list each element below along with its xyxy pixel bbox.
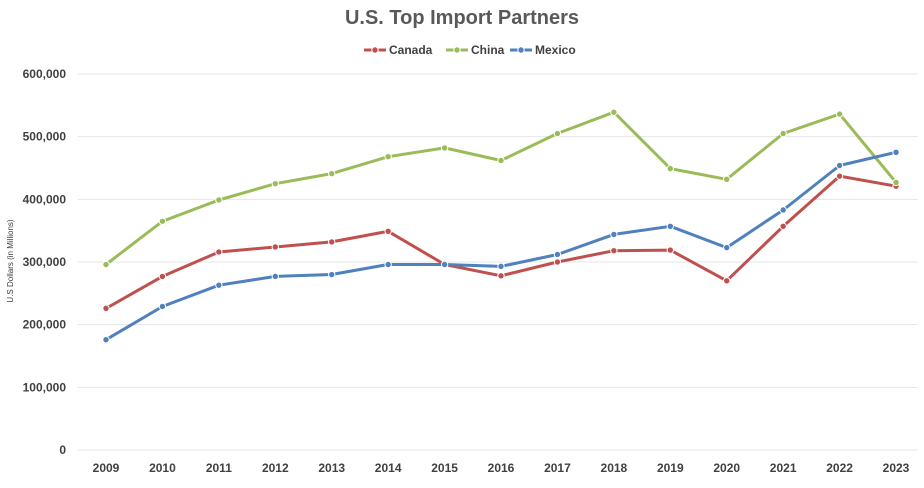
x-tick-label: 2012 xyxy=(262,461,289,475)
data-point-china xyxy=(553,129,562,138)
series-china xyxy=(102,108,900,269)
legend-item-canada: Canada xyxy=(364,43,433,57)
data-point-mexico xyxy=(723,243,731,252)
data-point-canada xyxy=(384,227,392,235)
x-axis-ticks: 2009 2010 2011 2012 2013 2014 2015 2016 2017 2018… xyxy=(93,461,910,475)
data-point-mexico xyxy=(553,250,562,259)
series-line-canada xyxy=(104,174,898,310)
data-point-china xyxy=(779,129,787,138)
data-point-mexico xyxy=(271,272,279,281)
data-point-canada xyxy=(723,277,731,285)
x-tick-label: 2021 xyxy=(770,461,797,475)
y-axis-ticks: 0 100,000 200,000 300,000 400,000 500,000 600,… xyxy=(23,67,67,457)
legend-label-china: China xyxy=(471,43,505,57)
data-point-canada xyxy=(666,246,674,254)
data-point-mexico xyxy=(610,230,618,239)
data-point-china xyxy=(610,108,618,116)
data-point-mexico xyxy=(779,206,787,214)
y-tick-label: 500,000 xyxy=(23,130,67,144)
y-tick-label: 400,000 xyxy=(23,192,67,206)
y-tick-label: 200,000 xyxy=(23,318,67,332)
data-point-china xyxy=(440,144,449,152)
x-tick-label: 2016 xyxy=(488,461,515,475)
data-point-canada xyxy=(328,238,336,246)
data-point-mexico xyxy=(497,262,505,271)
series-canada xyxy=(102,172,900,313)
data-point-china xyxy=(271,179,279,188)
data-point-china xyxy=(497,156,505,165)
data-point-mexico xyxy=(666,222,674,230)
data-point-canada xyxy=(158,272,167,281)
data-point-canada xyxy=(610,247,618,255)
data-point-canada xyxy=(779,222,787,230)
data-point-china xyxy=(215,196,223,204)
legend: Canada China Mexico xyxy=(364,43,576,57)
data-point-canada xyxy=(553,258,562,266)
data-point-mexico xyxy=(835,161,844,170)
legend-item-mexico: Mexico xyxy=(510,43,576,57)
x-tick-label: 2010 xyxy=(149,461,176,475)
data-point-china xyxy=(723,175,731,183)
data-point-mexico xyxy=(215,281,223,289)
data-point-mexico xyxy=(384,260,392,269)
series-layer xyxy=(102,108,900,344)
data-point-china xyxy=(892,178,900,187)
data-point-china xyxy=(835,110,844,118)
series-line-mexico xyxy=(104,150,898,342)
y-tick-label: 100,000 xyxy=(23,380,67,394)
y-tick-label: 0 xyxy=(59,443,66,457)
x-tick-label: 2017 xyxy=(544,461,571,475)
x-tick-label: 2009 xyxy=(93,461,120,475)
x-tick-label: 2018 xyxy=(601,461,628,475)
x-tick-label: 2020 xyxy=(713,461,740,475)
data-point-mexico xyxy=(102,336,110,344)
legend-marker-mexico xyxy=(517,46,525,54)
series-line-china xyxy=(104,110,898,266)
data-point-canada xyxy=(215,248,223,256)
x-tick-label: 2019 xyxy=(657,461,684,475)
data-point-canada xyxy=(102,304,110,313)
data-point-mexico xyxy=(440,260,449,269)
x-tick-label: 2014 xyxy=(375,461,402,475)
legend-marker-china xyxy=(453,46,461,54)
x-tick-label: 2023 xyxy=(883,461,910,475)
series-mexico xyxy=(102,148,900,344)
legend-item-china: China xyxy=(446,43,505,57)
data-point-canada xyxy=(271,243,279,251)
legend-label-mexico: Mexico xyxy=(535,43,576,57)
data-point-mexico xyxy=(158,302,167,311)
x-tick-label: 2011 xyxy=(206,461,232,475)
data-point-canada xyxy=(835,172,844,180)
x-tick-label: 2015 xyxy=(431,461,458,475)
data-point-china xyxy=(158,217,167,225)
y-tick-label: 300,000 xyxy=(23,255,67,269)
data-point-china xyxy=(102,260,110,269)
y-axis-label: U.S Dollars (in Millions) xyxy=(6,219,15,302)
data-point-canada xyxy=(497,272,505,280)
data-point-china xyxy=(328,169,336,178)
y-tick-label: 600,000 xyxy=(23,67,67,81)
data-point-china xyxy=(384,153,392,161)
x-tick-label: 2013 xyxy=(318,461,345,475)
chart-title: U.S. Top Import Partners xyxy=(345,7,579,29)
legend-label-canada: Canada xyxy=(389,43,433,57)
data-point-mexico xyxy=(328,270,336,279)
legend-marker-canada xyxy=(371,46,379,54)
data-point-mexico xyxy=(892,148,900,157)
data-point-china xyxy=(666,164,674,173)
x-tick-label: 2022 xyxy=(826,461,853,475)
